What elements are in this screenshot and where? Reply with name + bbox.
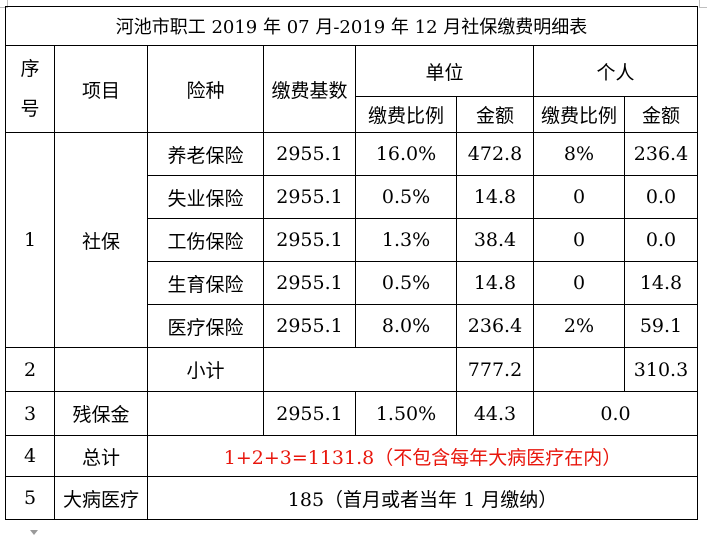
header-seq: 序号 (5, 45, 55, 133)
table-row: 失业保险 2955.1 0.5% 14.8 0 0.0 (6, 175, 698, 219)
person-amount: 236.4 (624, 132, 698, 176)
serious-illness-row: 5 大病医疗 185（首月或者当年 1 月缴纳） (5, 476, 698, 520)
unit-rate: 1.3% (355, 218, 457, 262)
total-label: 总计 (54, 435, 148, 477)
header-base: 缴费基数 (263, 45, 356, 133)
corner-mark (0, 0, 8, 8)
header-person: 个人 (533, 45, 698, 97)
social-insurance-table: 河池市职工 2019 年 07 月-2019 年 12 月社保缴费明细表 序号 … (5, 6, 698, 520)
contribution-base: 2955.1 (263, 175, 356, 219)
disability-seq: 3 (5, 391, 55, 436)
insurance-type: 医疗保险 (147, 304, 264, 348)
social-seq: 1 (5, 132, 55, 348)
header-unit: 单位 (355, 45, 534, 97)
contribution-base: 2955.1 (263, 132, 356, 176)
disability-type-empty (147, 391, 264, 436)
insurance-type: 养老保险 (147, 132, 264, 176)
person-rate: 0 (533, 175, 625, 219)
person-amount: 14.8 (624, 261, 698, 305)
contribution-base: 2955.1 (263, 304, 356, 348)
total-formula: 1+2+3=1131.8（不包含每年大病医疗在内） (147, 435, 698, 477)
table-row: 生育保险 2955.1 0.5% 14.8 0 14.8 (6, 261, 698, 305)
unit-amount: 38.4 (456, 218, 534, 262)
person-rate: 0 (533, 218, 625, 262)
person-rate: 2% (533, 304, 625, 348)
disability-label: 残保金 (54, 391, 148, 436)
corner-mark (699, 0, 707, 8)
header-person-amount: 金额 (624, 96, 698, 133)
contribution-base: 2955.1 (263, 218, 356, 262)
header-type: 险种 (147, 45, 264, 133)
table-row: 1 社保 养老保险 2955.1 16.0% 472.8 8% 236.4 (5, 132, 698, 348)
subtotal-person-rate-empty (533, 347, 625, 392)
unit-amount: 472.8 (456, 132, 534, 176)
person-amount: 59.1 (624, 304, 698, 348)
unit-amount: 14.8 (456, 261, 534, 305)
header-unit-rate: 缴费比例 (355, 96, 457, 133)
disability-amount: 44.3 (456, 391, 534, 436)
subtotal-item-empty (54, 347, 148, 392)
social-item: 社保 (54, 132, 148, 348)
unit-amount: 14.8 (456, 175, 534, 219)
insurance-type: 失业保险 (147, 175, 264, 219)
serious-illness-seq: 5 (5, 476, 55, 520)
disability-base: 2955.1 (263, 391, 356, 436)
serious-illness-label: 大病医疗 (54, 476, 148, 520)
unit-rate: 8.0% (355, 304, 457, 348)
chevron-down-icon (30, 530, 38, 535)
subtotal-row: 2 小计 777.2 310.3 (5, 347, 698, 392)
subtotal-empty (263, 347, 457, 392)
header-person-rate: 缴费比例 (533, 96, 625, 133)
total-seq: 4 (5, 435, 55, 477)
unit-rate: 0.5% (355, 175, 457, 219)
subtotal-seq: 2 (5, 347, 55, 392)
serious-illness-value: 185（首月或者当年 1 月缴纳） (147, 476, 698, 520)
insurance-type: 生育保险 (147, 261, 264, 305)
header-seq-label: 序号 (20, 58, 40, 120)
table-row: 医疗保险 2955.1 8.0% 236.4 2% 59.1 (6, 304, 698, 348)
disability-row: 3 残保金 2955.1 1.50% 44.3 0.0 (5, 391, 698, 436)
header-item: 项目 (54, 45, 148, 133)
person-rate: 8% (533, 132, 625, 176)
disability-rate: 1.50% (355, 391, 457, 436)
header-row-2: 缴费比例 金额 缴费比例 金额 (6, 96, 698, 133)
table-row: 工伤保险 2955.1 1.3% 38.4 0 0.0 (6, 218, 698, 262)
person-amount: 0.0 (624, 175, 698, 219)
table-title: 河池市职工 2019 年 07 月-2019 年 12 月社保缴费明细表 (5, 6, 698, 46)
subtotal-label: 小计 (147, 347, 264, 392)
total-row: 4 总计 1+2+3=1131.8（不包含每年大病医疗在内） (5, 435, 698, 477)
subtotal-unit-amount: 777.2 (456, 347, 534, 392)
unit-rate: 0.5% (355, 261, 457, 305)
unit-rate: 16.0% (355, 132, 457, 176)
person-rate: 0 (533, 261, 625, 305)
unit-amount: 236.4 (456, 304, 534, 348)
contribution-base: 2955.1 (263, 261, 356, 305)
person-amount: 0.0 (624, 218, 698, 262)
disability-person: 0.0 (533, 391, 698, 436)
header-unit-amount: 金额 (456, 96, 534, 133)
header-row-1: 序号 项目 险种 缴费基数 单位 个人 (5, 45, 698, 133)
insurance-type: 工伤保险 (147, 218, 264, 262)
title-row: 河池市职工 2019 年 07 月-2019 年 12 月社保缴费明细表 (5, 6, 698, 46)
subtotal-person-amount: 310.3 (624, 347, 698, 392)
